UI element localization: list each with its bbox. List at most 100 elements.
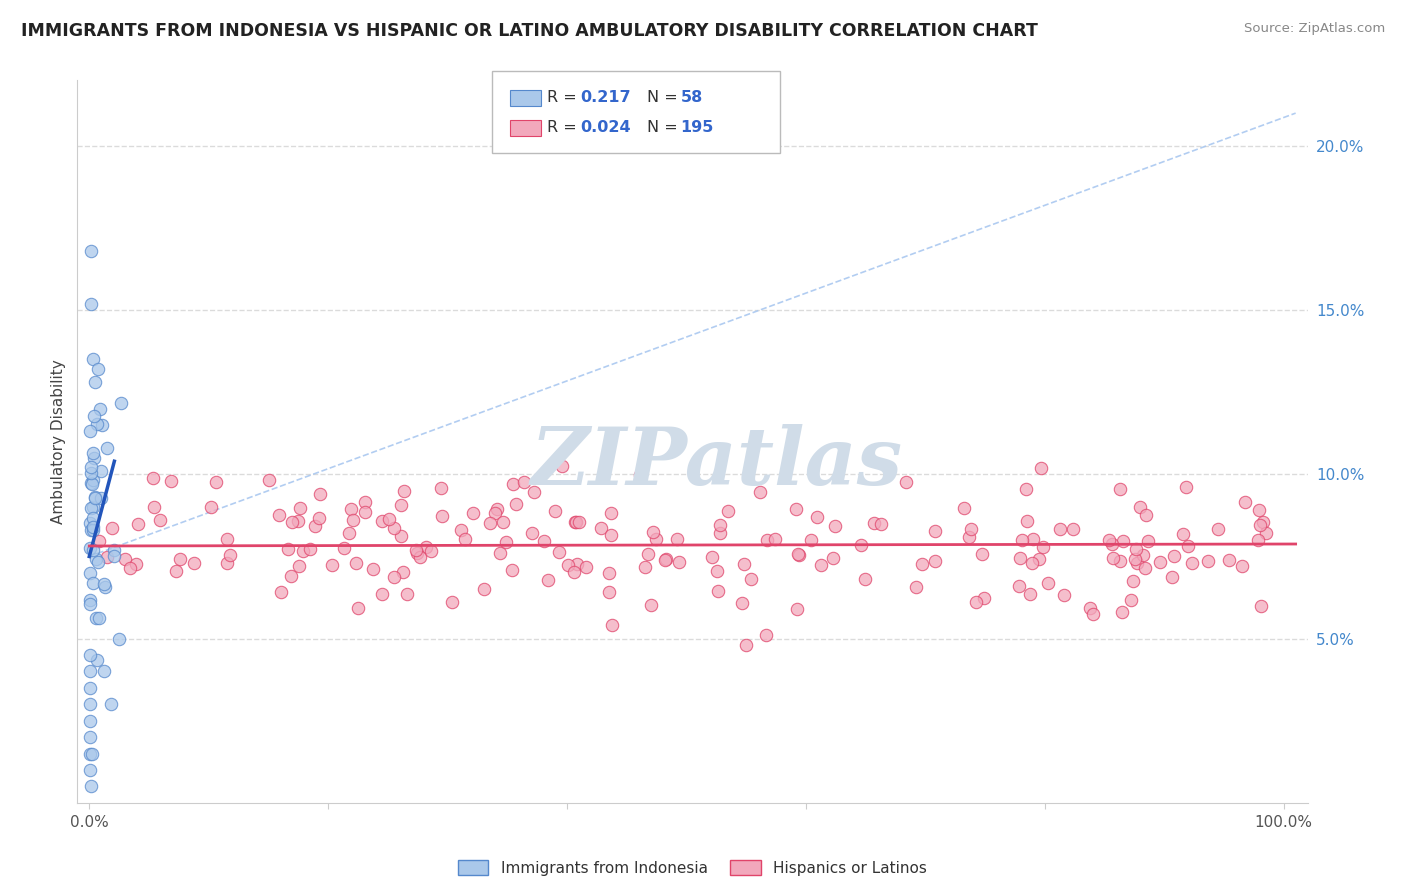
Point: [454, 532, 477, 546]
Point: [440, 595, 463, 609]
Point: [89, 401, 111, 416]
Point: [1022, 532, 1045, 546]
Point: [80, 459, 103, 474]
Point: [378, 512, 401, 526]
Point: [84, 491, 107, 505]
Point: [1175, 480, 1198, 494]
Text: IMMIGRANTS FROM INDONESIA VS HISPANIC OR LATINO AMBULATORY DISABILITY CORRELATIO: IMMIGRANTS FROM INDONESIA VS HISPANIC OR…: [21, 22, 1038, 40]
Point: [1018, 587, 1040, 601]
Point: [114, 552, 136, 566]
Point: [1132, 548, 1154, 562]
Point: [120, 561, 142, 575]
Point: [288, 559, 311, 574]
Point: [169, 552, 191, 566]
Point: [634, 560, 657, 574]
Point: [96, 441, 118, 455]
Point: [763, 532, 786, 546]
Point: [849, 538, 872, 552]
Point: [512, 475, 534, 489]
Point: [83, 450, 105, 465]
Point: [1015, 514, 1038, 528]
Point: [103, 549, 125, 563]
Point: [82, 523, 104, 537]
Point: [79, 516, 101, 530]
Point: [395, 587, 418, 601]
Point: [430, 481, 453, 495]
Point: [80, 780, 103, 794]
Point: [1080, 601, 1102, 615]
Point: [79, 763, 101, 777]
Point: [91, 418, 114, 433]
Point: [564, 515, 586, 529]
Point: [304, 519, 326, 533]
Point: [392, 483, 415, 498]
Point: [1230, 559, 1253, 574]
Point: [1247, 533, 1270, 547]
Point: [1112, 533, 1135, 548]
Point: [100, 698, 122, 712]
Point: [484, 506, 506, 520]
Point: [82, 510, 104, 524]
Point: [79, 592, 101, 607]
Point: [502, 477, 524, 491]
Point: [637, 547, 659, 561]
Point: [270, 584, 292, 599]
Point: [505, 497, 527, 511]
Point: [707, 584, 730, 599]
Point: [702, 549, 724, 564]
Point: [267, 508, 290, 522]
Point: [382, 570, 405, 584]
Point: [706, 564, 728, 578]
Point: [551, 459, 574, 474]
Point: [787, 548, 810, 562]
Point: [1125, 541, 1147, 556]
Point: [101, 521, 124, 535]
Point: [1010, 551, 1032, 566]
Point: [1126, 556, 1149, 570]
Point: [83, 490, 105, 504]
Point: [108, 632, 131, 646]
Point: [308, 511, 330, 525]
Point: [641, 525, 664, 540]
Point: [1098, 533, 1121, 547]
Point: [957, 530, 980, 544]
Point: [82, 500, 104, 515]
Point: [79, 501, 101, 516]
Point: [1197, 554, 1219, 568]
Point: [82, 352, 104, 367]
Point: [1032, 540, 1054, 554]
Point: [1250, 599, 1272, 613]
Point: [568, 515, 591, 529]
Point: [389, 529, 412, 543]
Point: [125, 558, 148, 572]
Point: [344, 556, 367, 570]
Point: [1249, 517, 1271, 532]
Point: [731, 596, 754, 610]
Point: [277, 542, 299, 557]
Point: [281, 516, 304, 530]
Point: [1021, 556, 1043, 570]
Point: [90, 491, 112, 505]
Point: [640, 598, 662, 612]
Point: [853, 572, 876, 586]
Point: [1121, 592, 1143, 607]
Point: [599, 528, 621, 542]
Point: [84, 376, 107, 390]
Point: [1062, 522, 1084, 536]
Point: [93, 577, 115, 591]
Point: [562, 566, 585, 580]
Point: [668, 555, 690, 569]
Point: [1008, 579, 1031, 593]
Point: [544, 504, 567, 518]
Point: [382, 521, 405, 535]
Point: [1015, 483, 1038, 497]
Point: [79, 665, 101, 679]
Point: [1135, 508, 1157, 522]
Point: [1173, 527, 1195, 541]
Point: [183, 556, 205, 570]
Point: [733, 557, 755, 571]
Point: [79, 747, 101, 761]
Point: [165, 564, 187, 578]
Point: [1254, 526, 1277, 541]
Point: [1111, 605, 1133, 619]
